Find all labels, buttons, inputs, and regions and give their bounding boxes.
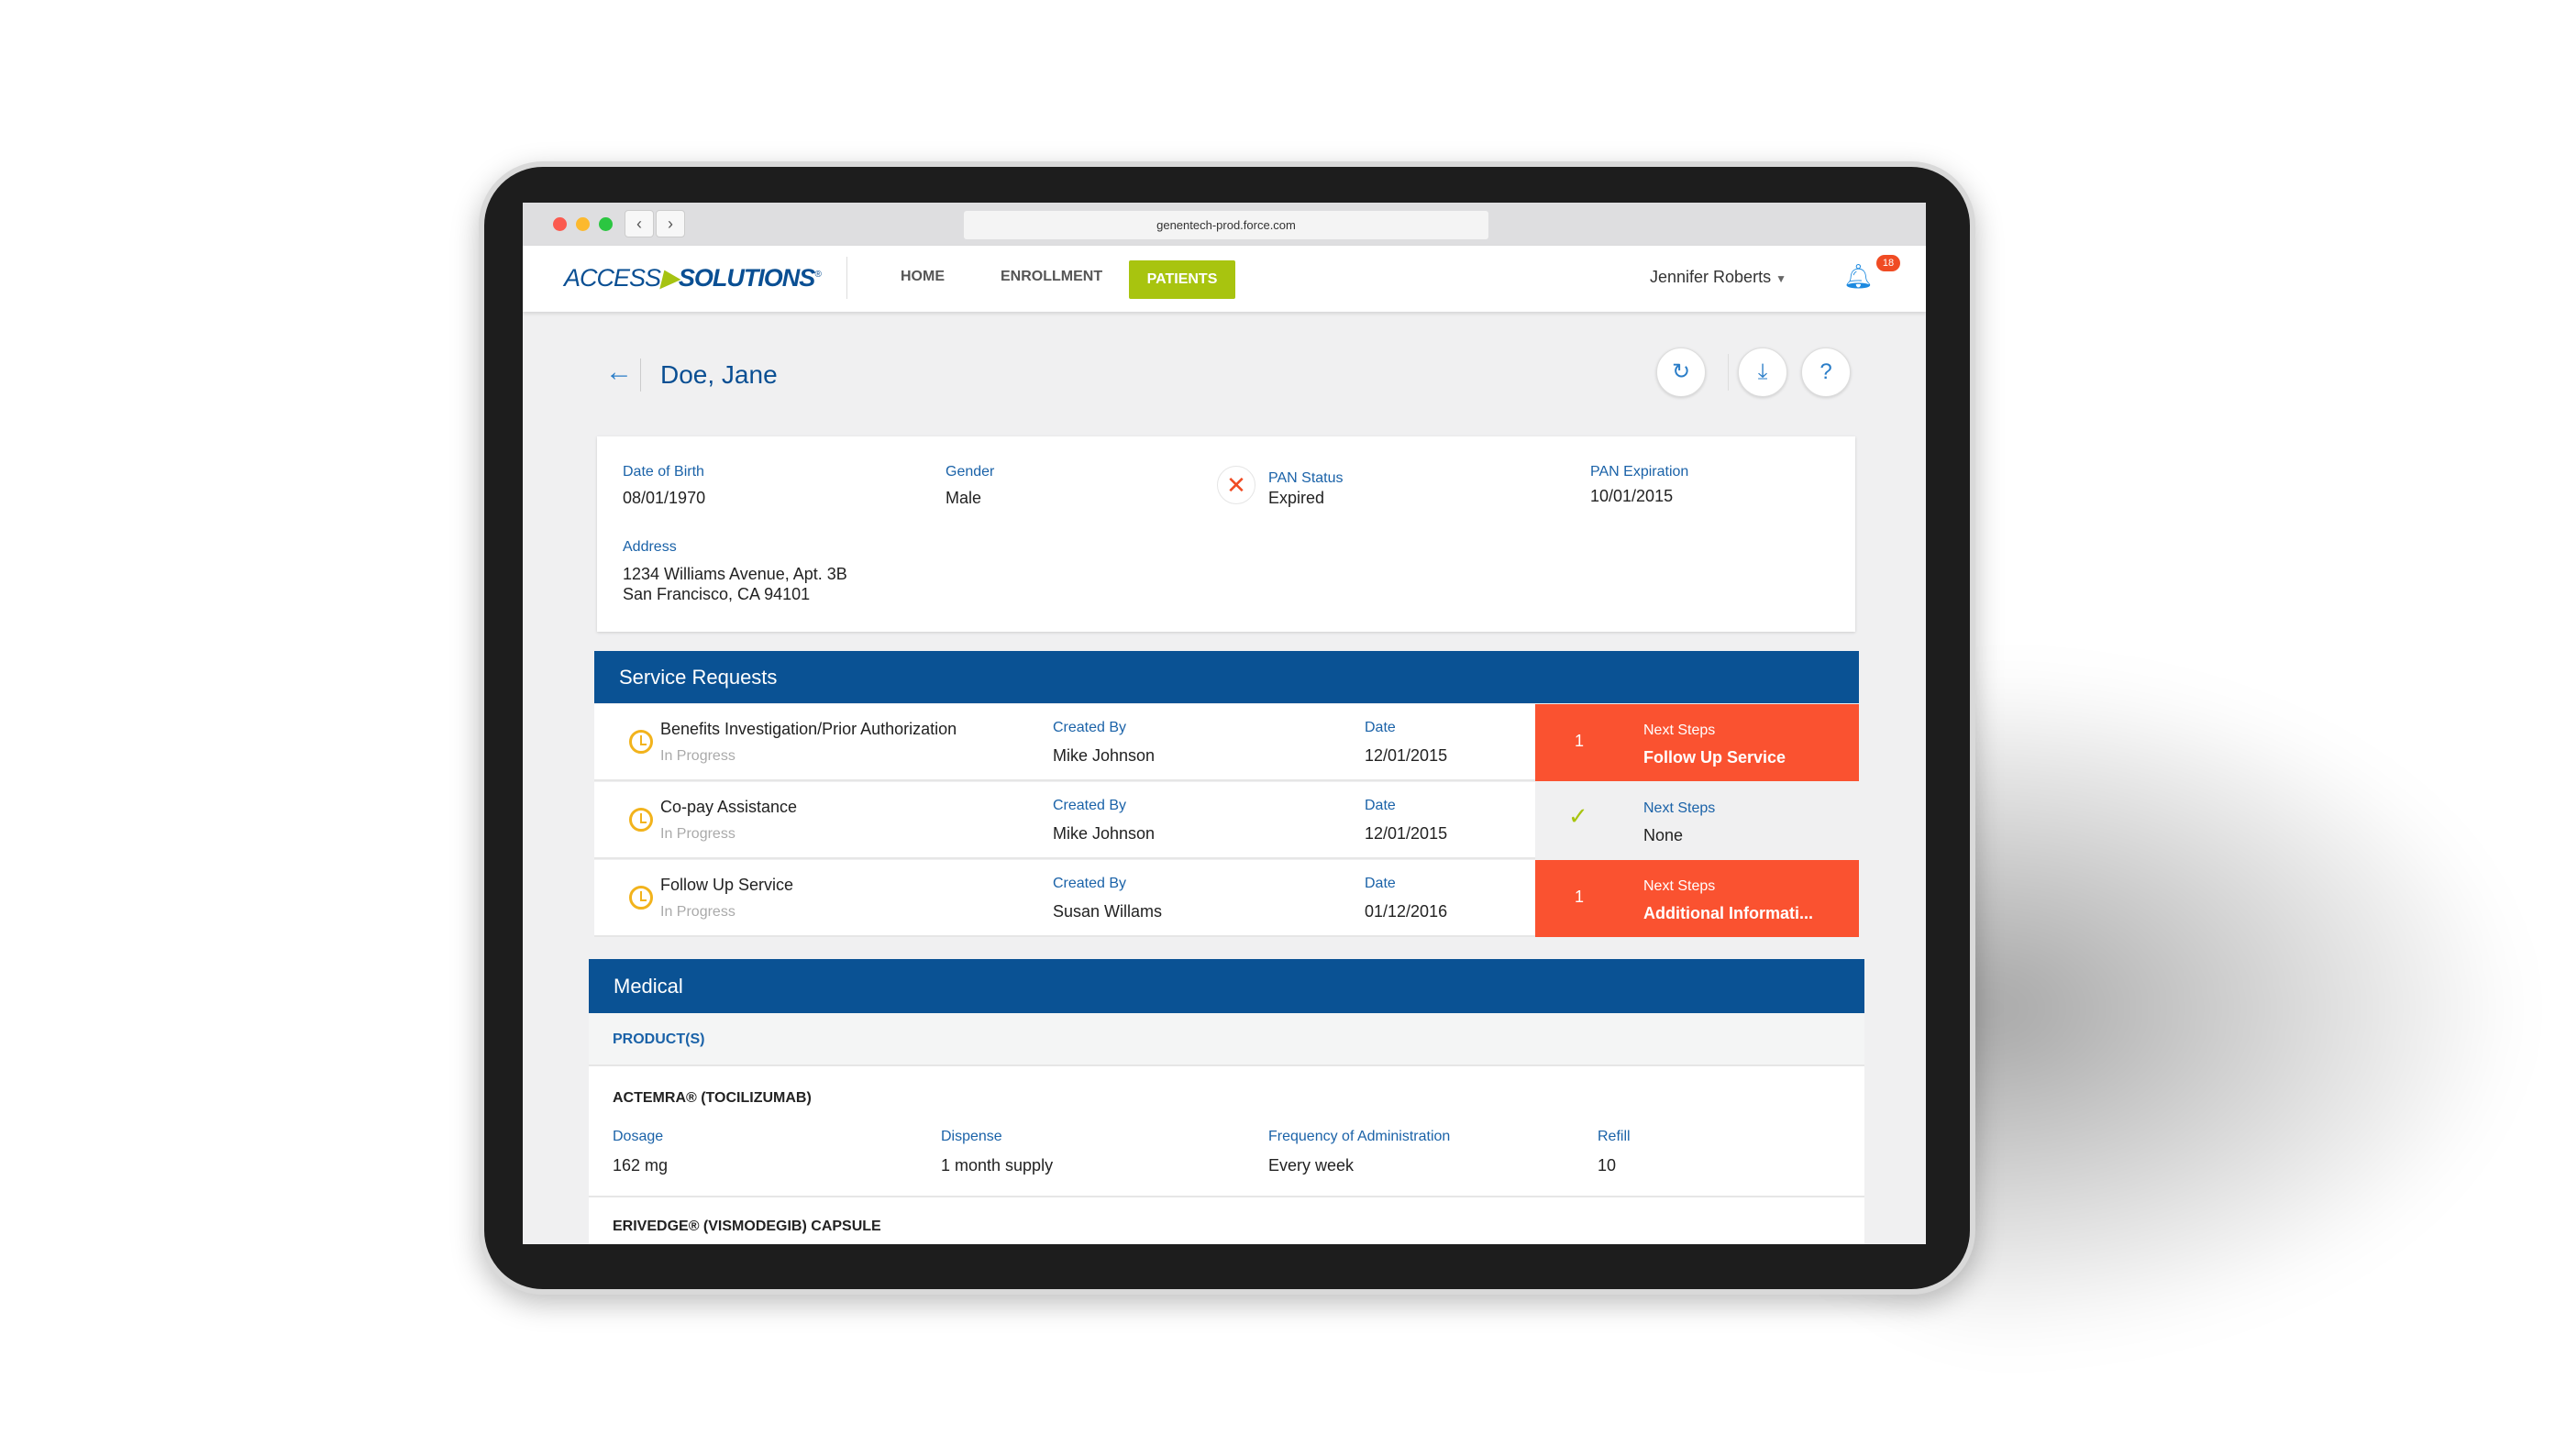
service-request-row[interactable]: Follow Up Service In Progress Created By…: [594, 860, 1859, 937]
dosage-value: 162 mg: [613, 1156, 669, 1175]
next-steps-cell[interactable]: ✓ Next Steps None: [1535, 782, 1859, 859]
dispense-label: Dispense: [941, 1129, 1002, 1144]
access-solutions-logo[interactable]: ACCESS▶SOLUTIONS®: [564, 264, 822, 292]
screen: ‹ › genentech-prod.force.com ACCESS▶SOLU…: [523, 203, 1926, 1244]
created-by-label: Created By: [1053, 720, 1127, 735]
maximize-window-button[interactable]: [599, 217, 613, 231]
next-steps-label: Next Steps: [1643, 800, 1716, 816]
date-value: 12/01/2015: [1365, 824, 1448, 843]
next-steps-label: Next Steps: [1643, 722, 1716, 738]
request-title[interactable]: Benefits Investigation/Prior Authorizati…: [660, 720, 957, 738]
nav-enrollment[interactable]: ENROLLMENT: [1001, 269, 1103, 284]
dob-value: 08/01/1970: [623, 489, 706, 507]
created-by-value: Mike Johnson: [1053, 746, 1156, 765]
request-title[interactable]: Follow Up Service: [660, 876, 794, 894]
back-arrow-icon[interactable]: ←: [605, 357, 633, 387]
caret-down-icon: ▼: [1775, 272, 1786, 285]
logo-arrow-icon: ▶: [660, 264, 680, 292]
checkmark-icon: ✓: [1568, 802, 1588, 830]
divider: [1728, 354, 1729, 391]
product-name: ACTEMRA® (TOCILIZUMAB): [613, 1090, 812, 1106]
app-navbar: ACCESS▶SOLUTIONS® HOME ENROLLMENT PATIEN…: [523, 246, 1926, 312]
next-steps-value: None: [1643, 826, 1684, 844]
expired-x-icon: ✕: [1217, 466, 1255, 504]
next-steps-label: Next Steps: [1643, 878, 1716, 894]
date-value: 01/12/2016: [1365, 902, 1448, 921]
gender-value: Male: [946, 489, 982, 507]
logo-text: ACCESS: [564, 264, 661, 292]
minimize-window-button[interactable]: [576, 217, 590, 231]
next-steps-cell[interactable]: 1 Next Steps Additional Informati...: [1535, 860, 1859, 937]
download-button[interactable]: ⤓: [1738, 347, 1787, 397]
request-status: In Progress: [660, 826, 736, 842]
created-by-label: Created By: [1053, 798, 1127, 813]
date-value: 12/01/2015: [1365, 746, 1448, 765]
browser-forward-button[interactable]: ›: [656, 210, 685, 237]
gender-label: Gender: [946, 464, 995, 480]
logo-text: SOLUTIONS: [678, 264, 816, 292]
user-name: Jennifer Roberts: [1650, 268, 1772, 286]
address-line-1: 1234 Williams Avenue, Apt. 3B: [623, 565, 847, 583]
frequency-label: Frequency of Administration: [1268, 1129, 1451, 1144]
pan-expiration-value: 10/01/2015: [1590, 487, 1674, 505]
refresh-button[interactable]: ↻: [1656, 347, 1706, 397]
chevron-right-icon: ›: [668, 215, 673, 233]
next-steps-count: 1: [1575, 732, 1585, 750]
clock-icon: [629, 730, 653, 754]
close-window-button[interactable]: [553, 217, 567, 231]
help-icon: ?: [1819, 359, 1832, 384]
address-line-2: San Francisco, CA 94101: [623, 585, 811, 603]
user-menu[interactable]: Jennifer Roberts ▼: [1650, 268, 1786, 287]
refill-label: Refill: [1598, 1129, 1631, 1144]
notification-badge: 18: [1876, 255, 1900, 271]
medical-panel: PRODUCT(S) ACTEMRA® (TOCILIZUMAB) Dosage…: [589, 1013, 1864, 1244]
dob-label: Date of Birth: [623, 464, 704, 480]
dispense-value: 1 month supply: [941, 1156, 1054, 1175]
address-label: Address: [623, 539, 677, 555]
next-steps-cell[interactable]: 1 Next Steps Follow Up Service: [1535, 704, 1859, 781]
nav-home[interactable]: HOME: [901, 269, 945, 284]
product-name: ERIVEDGE® (VISMODEGIB) CAPSULE: [613, 1219, 881, 1234]
created-by-value: Susan Willams: [1053, 902, 1163, 921]
created-by-label: Created By: [1053, 876, 1127, 891]
browser-toolbar: ‹ › genentech-prod.force.com: [523, 203, 1926, 246]
request-status: In Progress: [660, 904, 736, 920]
clock-icon: [629, 808, 653, 832]
service-request-row[interactable]: Benefits Investigation/Prior Authorizati…: [594, 704, 1859, 781]
pan-status-label: PAN Status: [1268, 470, 1344, 486]
pan-expiration-label: PAN Expiration: [1590, 464, 1689, 480]
request-title[interactable]: Co-pay Assistance: [660, 798, 798, 816]
next-steps-value: Follow Up Service: [1643, 748, 1786, 767]
notifications-bell-icon[interactable]: 🔔︎: [1843, 262, 1875, 290]
browser-back-button[interactable]: ‹: [625, 210, 654, 237]
divider: [589, 1196, 1864, 1197]
dosage-label: Dosage: [613, 1129, 664, 1144]
divider: [846, 257, 847, 299]
date-label: Date: [1365, 720, 1396, 735]
divider: [640, 358, 641, 392]
page-title: Doe, Jane: [660, 360, 778, 389]
products-label: PRODUCT(S): [613, 1031, 705, 1047]
pan-status-value: Expired: [1268, 489, 1325, 507]
help-button[interactable]: ?: [1801, 347, 1851, 397]
request-status: In Progress: [660, 748, 736, 764]
patient-info-card: Date of Birth 08/01/1970 Gender Male ✕ P…: [597, 436, 1855, 632]
clock-icon: [629, 886, 653, 910]
medical-header: Medical: [589, 959, 1864, 1013]
date-label: Date: [1365, 876, 1396, 891]
address-bar[interactable]: genentech-prod.force.com: [964, 211, 1488, 239]
next-steps-value: Additional Informati...: [1643, 904, 1813, 922]
service-requests-header: Service Requests: [594, 651, 1859, 703]
next-steps-count: 1: [1575, 888, 1585, 906]
refresh-icon: ↻: [1671, 359, 1691, 384]
refill-value: 10: [1598, 1156, 1617, 1175]
frequency-value: Every week: [1268, 1156, 1355, 1175]
created-by-value: Mike Johnson: [1053, 824, 1156, 843]
nav-patients[interactable]: PATIENTS: [1129, 260, 1235, 299]
download-icon: ⤓: [1757, 359, 1768, 384]
chevron-left-icon: ‹: [636, 215, 642, 233]
service-request-row[interactable]: Co-pay Assistance In Progress Created By…: [594, 782, 1859, 859]
date-label: Date: [1365, 798, 1396, 813]
